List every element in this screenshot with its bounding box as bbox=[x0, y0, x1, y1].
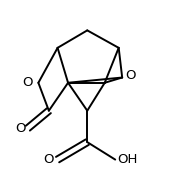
Text: O: O bbox=[44, 153, 54, 166]
Text: OH: OH bbox=[117, 153, 137, 166]
Text: O: O bbox=[16, 122, 26, 135]
Text: O: O bbox=[23, 76, 33, 89]
Text: O: O bbox=[126, 69, 136, 82]
